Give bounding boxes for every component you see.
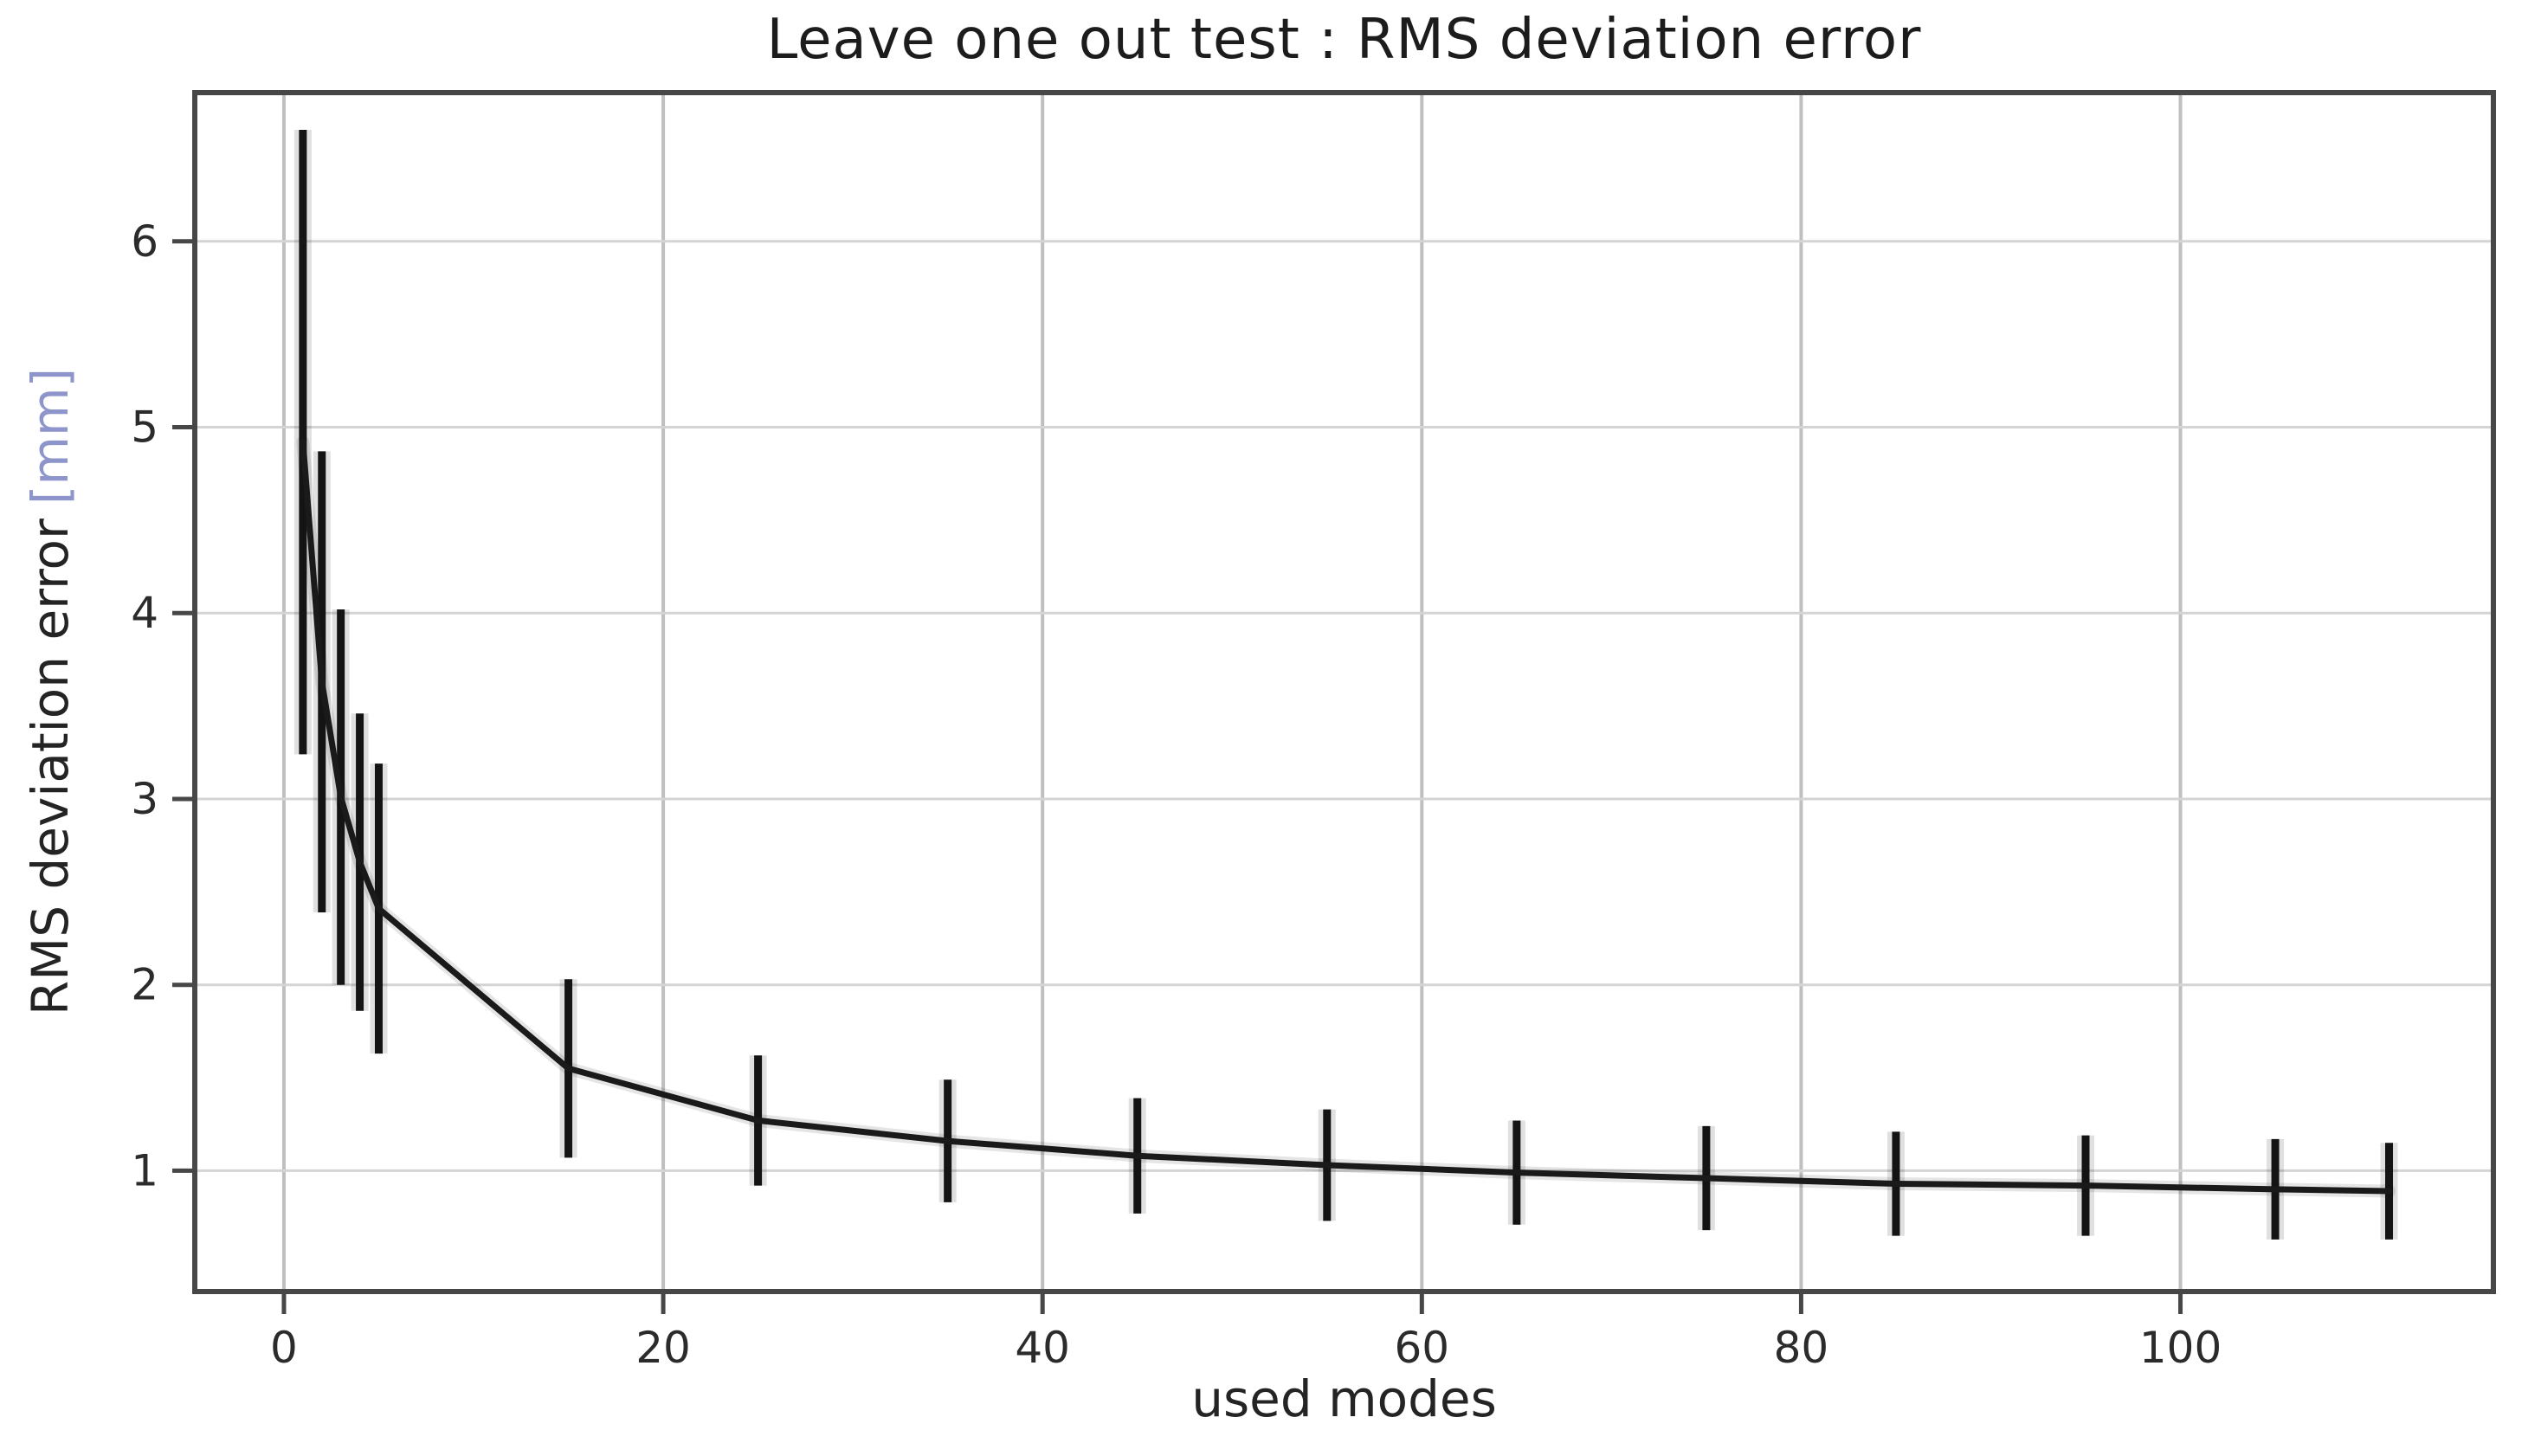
y-tick-label: 3: [131, 774, 158, 824]
y-tick-label: 1: [131, 1145, 158, 1195]
x-axis-label: used modes: [1191, 1369, 1497, 1428]
y-tick-label: 2: [131, 960, 158, 1010]
x-tick-label: 60: [1395, 1323, 1450, 1373]
x-tick-label: 0: [270, 1323, 298, 1373]
chart-title: Leave one out test : RMS deviation error: [766, 8, 1922, 72]
x-tick-label: 40: [1015, 1323, 1070, 1373]
x-tick-label: 100: [2139, 1323, 2222, 1373]
series-line: [300, 439, 2392, 1195]
plot-border: [192, 90, 2496, 1294]
y-tick-label: 4: [131, 588, 158, 638]
x-tick-label: 20: [635, 1323, 691, 1373]
x-tick-label: 80: [1774, 1323, 1829, 1373]
y-tick-label: 5: [131, 403, 158, 453]
y-tick-label: 6: [131, 216, 158, 267]
